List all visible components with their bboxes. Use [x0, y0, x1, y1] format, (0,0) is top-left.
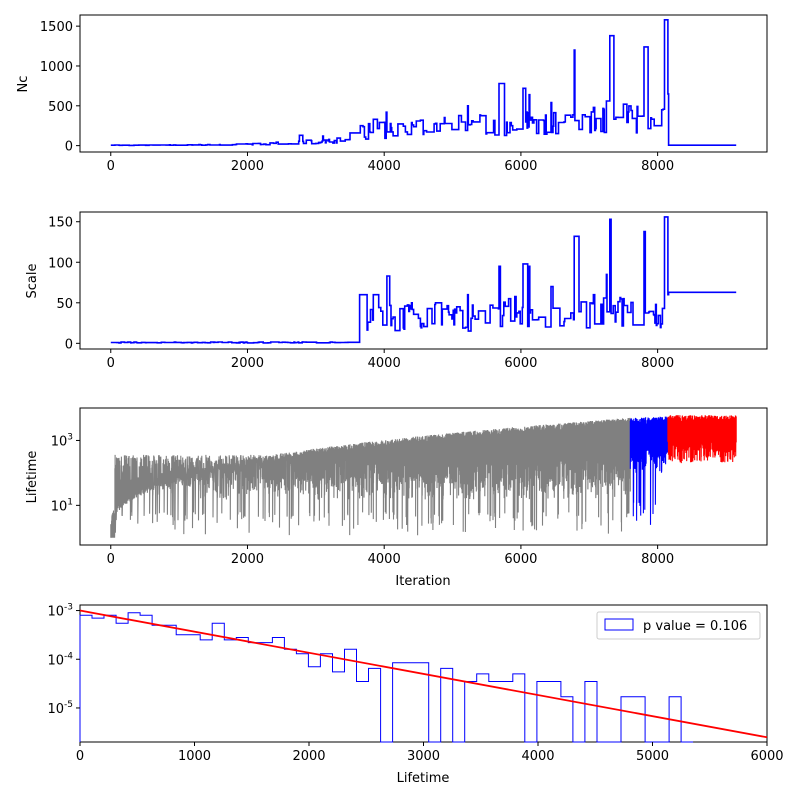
y-tick-label: 150 [48, 216, 73, 231]
x-tick-label: 2000 [231, 552, 264, 567]
x-tick-label: 2000 [231, 356, 264, 371]
fit-line [79, 609, 768, 739]
x-tick-label: 0 [107, 159, 115, 174]
plot-frame-lifetime [79, 407, 768, 546]
y-tick-label: 1500 [40, 20, 73, 35]
x-tick-label: 8000 [641, 159, 674, 174]
xlabel-iteration: Iteration [395, 574, 450, 589]
nc-axes: 0 2000 4000 6000 8000 0 500 1000 1500 [40, 20, 674, 174]
x-tick-label: 6000 [504, 552, 537, 567]
series-line [110, 18, 737, 147]
panel-lifetime: 0 2000 4000 6000 8000 101 103 Lifetime Iterati… [25, 407, 768, 589]
panel-nc: 0 2000 4000 6000 8000 0 500 1000 1500 Nc [16, 14, 768, 174]
x-tick-label: 4000 [368, 159, 401, 174]
y-tick-label: 500 [48, 100, 73, 115]
lifetime-line-series [110, 415, 737, 538]
y-tick-label: 10-4 [47, 651, 73, 668]
lifetime-axes: 0 2000 4000 6000 8000 101 103 [51, 432, 674, 567]
scale-line-series [110, 216, 737, 344]
histogram-axes: 0 1000 2000 3000 4000 5000 6000 10-5 10-4 10-3 [47, 603, 783, 764]
x-tick-label: 6000 [750, 749, 783, 764]
y-tick-label: 103 [51, 432, 73, 449]
x-tick-label: 8000 [641, 356, 674, 371]
x-tick-label: 4000 [368, 356, 401, 371]
x-tick-label: 6000 [504, 356, 537, 371]
x-tick-label: 2000 [292, 749, 325, 764]
x-tick-label: 6000 [504, 159, 537, 174]
y-tick-label: 100 [48, 256, 73, 271]
panel-scale: 0 2000 4000 6000 8000 0 50 100 150 Scale [25, 211, 768, 371]
y-tick-label: 0 [65, 337, 73, 352]
y-tick-label: 50 [56, 297, 73, 312]
plot-frame-nc [79, 14, 768, 153]
panel-histogram: 0 1000 2000 3000 4000 5000 6000 10-5 10-4 10-3 Li… [47, 603, 783, 786]
y-tick-label: 10-3 [47, 603, 73, 620]
x-tick-label: 5000 [636, 749, 669, 764]
series-line [110, 216, 737, 344]
scale-axes: 0 2000 4000 6000 8000 0 50 100 150 [48, 216, 674, 371]
ylabel-nc: Nc [16, 76, 31, 93]
y-tick-label: 1000 [40, 60, 73, 75]
y-tick-label: 101 [51, 497, 73, 514]
legend: p value = 0.106 [596, 611, 761, 640]
x-tick-label: 0 [76, 749, 84, 764]
ylabel-lifetime: Lifetime [25, 451, 40, 504]
x-tick-label: 2000 [231, 159, 264, 174]
legend-swatch [604, 618, 634, 631]
x-tick-label: 3000 [407, 749, 440, 764]
ylabel-scale: Scale [25, 264, 40, 299]
histogram-series [79, 609, 768, 743]
x-tick-label: 1000 [178, 749, 211, 764]
y-tick-label: 10-5 [47, 700, 73, 717]
legend-label: p value = 0.106 [643, 619, 747, 634]
x-tick-label: 8000 [641, 552, 674, 567]
legend-box [596, 611, 761, 640]
x-tick-label: 4000 [521, 749, 554, 764]
x-tick-label: 0 [107, 552, 115, 567]
x-tick-label: 0 [107, 356, 115, 371]
nc-line-series [110, 18, 737, 147]
xlabel-lifetime: Lifetime [397, 771, 450, 786]
lifetime-series-1 [629, 416, 669, 525]
lifetime-series-2 [667, 415, 737, 464]
plot-frame-scale [79, 211, 768, 350]
lifetime-series-0 [110, 417, 631, 538]
y-tick-label: 0 [65, 140, 73, 155]
x-tick-label: 4000 [368, 552, 401, 567]
